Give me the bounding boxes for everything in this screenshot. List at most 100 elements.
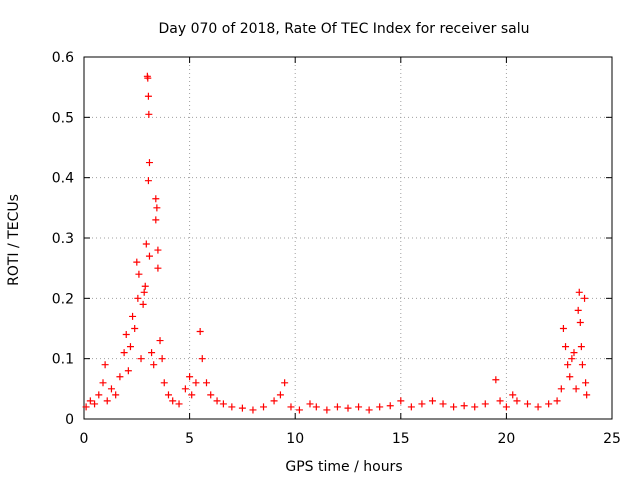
data-point [397,397,405,405]
data-point [145,110,153,118]
data-point [139,300,147,308]
data-point [86,397,94,405]
data-point [574,306,582,314]
data-point [276,391,284,399]
grid-layer [84,57,612,419]
data-point [582,379,590,387]
data-point [198,355,206,363]
y-tick-label: 0.2 [52,291,74,307]
data-point [439,400,447,408]
data-point [471,403,479,411]
tick-labels: 0 5 10 15 20 25 0 0.1 0.2 0.3 0.4 0.5 0.6 [52,50,621,447]
y-tick-label: 0.6 [52,50,74,66]
data-point [513,397,521,405]
data-point [192,379,200,387]
data-point [287,403,295,411]
data-point [323,406,331,414]
data-point [502,403,510,411]
y-tick-label: 0 [65,412,74,428]
x-tick-label: 5 [185,431,194,447]
data-point [564,361,572,369]
data-point [228,403,236,411]
data-point [156,337,164,345]
data-point [562,343,570,351]
data-point [344,404,352,412]
data-point [154,264,162,272]
data-point [450,403,458,411]
data-point [333,403,341,411]
data-point [164,391,172,399]
x-tick-label: 20 [497,431,515,447]
data-point [545,400,553,408]
data-point [428,397,436,405]
data-point [355,403,363,411]
data-point [496,397,504,405]
data-point [91,400,99,408]
data-point [509,391,517,399]
data-point [181,385,189,393]
data-point [148,349,156,357]
data-point [249,406,257,414]
y-tick-label: 0.3 [52,231,74,247]
data-point [570,349,578,357]
data-point [131,325,139,332]
data-point [150,361,158,369]
data-point [213,397,221,405]
data-point [460,402,468,410]
data-point [481,400,489,408]
data-point [99,379,107,387]
data-point [407,403,415,411]
data-point [144,92,152,100]
data-point [295,406,303,414]
data-point [160,379,168,387]
data-point [566,373,574,381]
data-point [107,385,115,393]
x-axis-label: GPS time / hours [285,459,402,475]
data-point [202,379,210,387]
data-point [141,282,149,290]
y-tick-label: 0.4 [52,171,74,187]
data-point [133,258,141,266]
data-point [207,391,215,399]
data-point [103,397,111,405]
data-point [281,379,289,387]
data-point [492,376,500,384]
data-point [196,328,204,336]
data-point [186,373,194,381]
data-point [559,325,567,332]
data-point [557,385,565,393]
data-point [129,312,137,320]
data-point [95,391,103,399]
chart-title: Day 070 of 2018, Rate Of TEC Index for r… [158,21,529,37]
x-tick-label: 0 [80,431,89,447]
x-tick-label: 25 [603,431,621,447]
data-point [126,343,134,351]
data-point [158,355,166,363]
axes-layer [83,56,613,420]
data-point [153,204,161,212]
data-point [145,159,153,167]
x-tick-label: 15 [392,431,410,447]
data-point [124,367,132,375]
data-point [386,402,394,410]
data-point [142,240,150,248]
data-point [219,400,227,408]
data-point [260,403,268,411]
data-point [140,288,148,296]
data-point [144,74,152,82]
data-point [135,270,143,278]
data-point [152,216,160,224]
data-point [553,397,561,405]
data-point [575,288,583,296]
data-point [581,294,589,302]
data-point [577,343,585,351]
data-point [306,400,314,408]
data-point [154,246,162,254]
data-point [175,400,183,408]
data-point [534,403,542,411]
data-points [82,72,591,414]
data-point [82,403,90,411]
y-tick-label: 0.1 [52,352,74,368]
data-point [312,403,320,411]
data-point [238,404,246,412]
